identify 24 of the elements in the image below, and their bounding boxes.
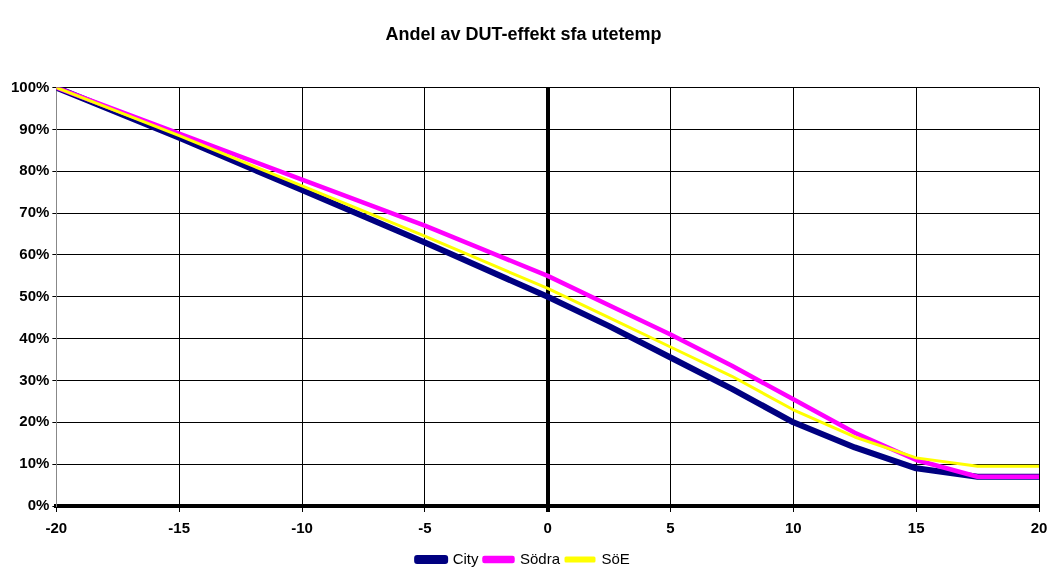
y-tick-label: 70% [19,203,50,221]
legend-label: City [452,549,479,567]
y-tick-label: 10% [19,454,50,472]
x-tick-label: -10 [291,519,313,537]
y-tick-label: 80% [19,161,50,179]
x-tick-label: -15 [168,519,191,537]
x-tick-label: 0 [543,519,552,537]
x-tick-label: 15 [907,519,925,537]
chart-title: Andel av DUT-effekt sfa utetemp [385,23,662,44]
legend-label: SöE [601,549,630,567]
y-tick-label: 0% [27,496,50,514]
y-tick-label: 100% [10,77,50,95]
y-tick-label: 50% [19,286,50,304]
x-tick-label: -5 [418,519,432,537]
y-tick-label: 30% [19,370,50,388]
legend-label: Södra [519,549,561,567]
y-tick-label: 60% [19,245,50,263]
x-tick-label: 5 [666,519,675,537]
x-tick-label: -20 [45,519,68,537]
y-tick-label: 20% [19,412,50,430]
x-tick-label: 10 [785,519,802,537]
y-tick-label: 40% [19,328,50,346]
x-tick-label: 20 [1030,519,1048,537]
y-tick-label: 90% [19,119,50,137]
